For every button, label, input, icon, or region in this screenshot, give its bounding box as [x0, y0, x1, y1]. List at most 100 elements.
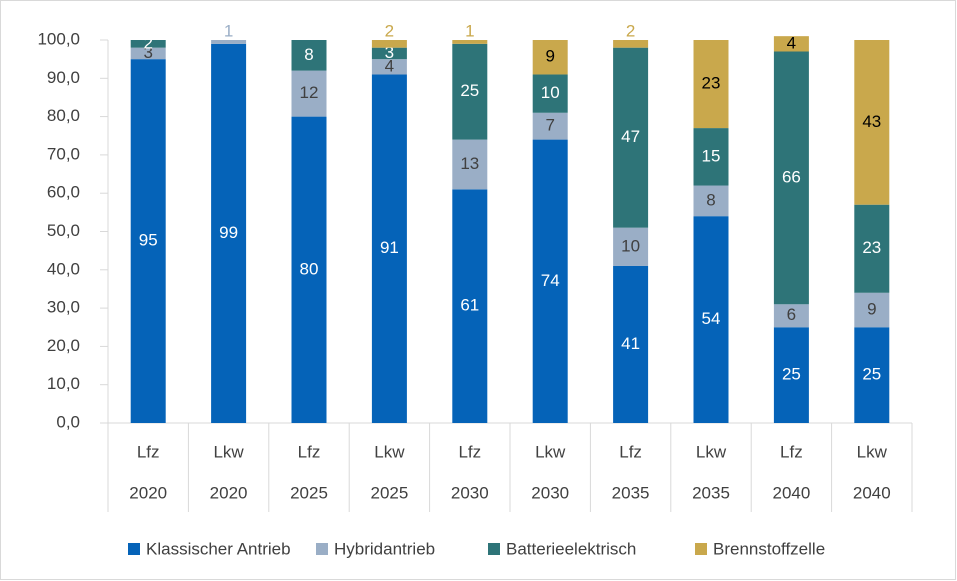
y-tick-label: 30,0: [47, 298, 80, 317]
y-tick-label: 40,0: [47, 259, 80, 278]
bar-segment: [291, 70, 327, 117]
bar-segment: [693, 128, 729, 186]
legend-swatch: [695, 543, 707, 555]
data-label: 2: [385, 21, 394, 40]
data-label: 15: [702, 146, 721, 165]
data-label: 8: [706, 190, 715, 209]
legend-label: Batterieelektrisch: [506, 539, 636, 558]
data-label: 4: [385, 56, 394, 75]
data-label: 25: [460, 81, 479, 100]
bar-segment: [130, 47, 166, 60]
bar-segment: [371, 74, 407, 423]
x-group-label: 2040: [772, 483, 810, 502]
bar-segment: [211, 43, 247, 424]
x-tick-label: Lfz: [780, 442, 803, 461]
data-label: 10: [621, 236, 640, 255]
bar-segment: [130, 40, 166, 48]
bar-segment: [291, 116, 327, 423]
bar-segment: [452, 189, 488, 423]
x-tick-label: Lkw: [535, 442, 566, 461]
bar-segment: [291, 40, 327, 71]
bar-segment: [211, 40, 247, 44]
y-tick-label: 10,0: [47, 374, 80, 393]
bar-segment: [773, 51, 809, 305]
bar-segment: [371, 40, 407, 48]
data-label: 4: [787, 33, 796, 52]
bar-segment: [693, 216, 729, 423]
bar-segment: [613, 40, 649, 48]
bar-segment: [613, 47, 649, 228]
x-tick-label: Lkw: [213, 442, 244, 461]
y-tick-label: 80,0: [47, 106, 80, 125]
data-label: 1: [224, 21, 233, 40]
bar-segment: [452, 40, 488, 44]
x-tick-label: Lfz: [298, 442, 321, 461]
x-tick-label: Lkw: [374, 442, 405, 461]
bar-segment: [130, 59, 166, 424]
bar-segment: [773, 327, 809, 423]
data-label: 3: [385, 43, 394, 62]
x-tick-label: Lfz: [137, 442, 160, 461]
bar-segment: [693, 40, 729, 129]
data-label: 23: [702, 74, 721, 93]
x-group-label: 2025: [290, 483, 328, 502]
data-label: 80: [300, 259, 319, 278]
bar-segment: [613, 265, 649, 423]
data-label: 25: [782, 365, 801, 384]
x-tick-label: Lfz: [619, 442, 642, 461]
data-label: 7: [545, 116, 554, 135]
x-group-label: 2035: [692, 483, 730, 502]
bar-segment: [854, 204, 890, 293]
y-tick-label: 100,0: [37, 29, 80, 48]
data-label: 6: [787, 305, 796, 324]
data-label: 43: [862, 112, 881, 131]
y-tick-label: 90,0: [47, 68, 80, 87]
y-tick-label: 70,0: [47, 144, 80, 163]
y-tick-label: 60,0: [47, 183, 80, 202]
bar-segment: [854, 40, 890, 205]
bar-segment: [532, 40, 568, 75]
data-label: 1: [465, 21, 474, 40]
bar-segment: [532, 112, 568, 140]
data-label: 3: [143, 43, 152, 62]
data-label: 12: [300, 83, 319, 102]
bar-segment: [854, 292, 890, 328]
x-tick-label: Lfz: [458, 442, 481, 461]
data-label: 74: [541, 271, 560, 290]
data-label: 2: [626, 21, 635, 40]
bar-segment: [613, 227, 649, 266]
data-label: 99: [219, 223, 238, 242]
bar-segment: [773, 36, 809, 52]
data-label: 8: [304, 45, 313, 64]
data-label: 66: [782, 167, 801, 186]
legend-label: Brennstoffzelle: [713, 539, 825, 558]
y-tick-label: 20,0: [47, 336, 80, 355]
data-label: 10: [541, 83, 560, 102]
bar-segment: [532, 74, 568, 113]
data-label: 9: [867, 299, 876, 318]
bar-segment: [532, 139, 568, 423]
data-label: 54: [702, 309, 721, 328]
data-label: 13: [460, 154, 479, 173]
data-label: 9: [545, 47, 554, 66]
legend-label: Klassischer Antrieb: [146, 539, 291, 558]
bar-segment: [371, 47, 407, 60]
data-label: 47: [621, 127, 640, 146]
bar-segment: [854, 327, 890, 423]
bar-segment: [452, 139, 488, 190]
data-label: 23: [862, 238, 881, 257]
legend-swatch: [316, 543, 328, 555]
data-label: 2: [143, 33, 152, 52]
legend-swatch: [128, 543, 140, 555]
y-tick-label: 0,0: [56, 412, 80, 431]
data-label: 95: [139, 231, 158, 250]
x-group-label: 2020: [210, 483, 248, 502]
x-tick-label: Lkw: [857, 442, 888, 461]
legend-swatch: [488, 543, 500, 555]
y-tick-label: 50,0: [47, 221, 80, 240]
bar-segment: [371, 59, 407, 75]
x-tick-label: Lkw: [696, 442, 727, 461]
x-group-label: 2035: [612, 483, 650, 502]
